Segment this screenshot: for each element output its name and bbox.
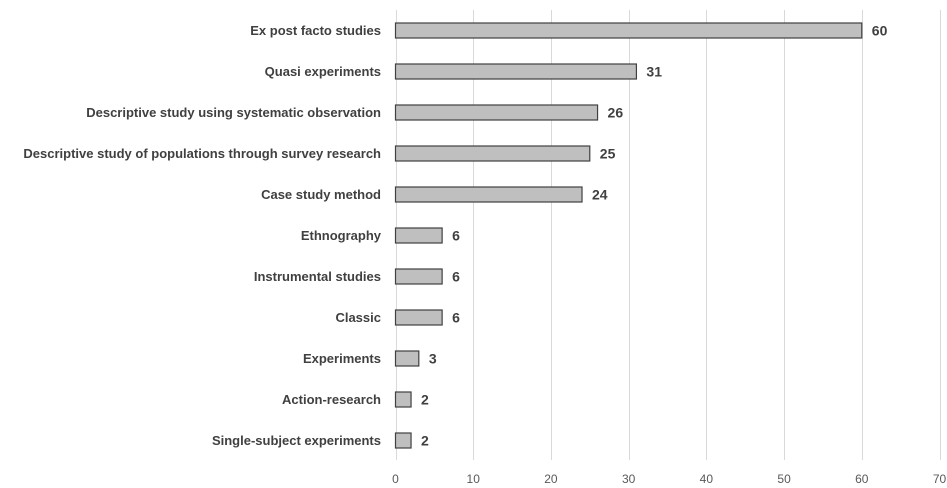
value-label: 6: [452, 310, 460, 326]
category-label: Case study method: [261, 187, 381, 202]
x-tick-label-40: 40: [700, 472, 714, 486]
x-tick-label-10: 10: [467, 472, 481, 486]
value-label: 60: [872, 23, 888, 39]
category-label: Descriptive study of populations through…: [23, 146, 381, 161]
bars: [394, 22, 863, 449]
x-tick-label-60: 60: [855, 472, 869, 486]
gridlines: [396, 10, 941, 460]
category-label: Classic: [335, 310, 381, 325]
x-tick-label-20: 20: [544, 472, 558, 486]
bar-2: [394, 63, 638, 80]
bar-9: [394, 350, 420, 367]
value-label: 31: [646, 64, 662, 80]
bar-8: [394, 309, 443, 326]
x-tick-label-50: 50: [777, 472, 791, 486]
x-tick-label-70: 70: [933, 472, 947, 486]
bar-6: [394, 227, 443, 244]
value-label: 2: [421, 433, 429, 449]
x-tick-label-0: 0: [392, 472, 399, 486]
value-label: 2: [421, 392, 429, 408]
x-tick-label-30: 30: [622, 472, 636, 486]
category-label: Experiments: [303, 351, 381, 366]
value-label: 6: [452, 228, 460, 244]
category-label: Descriptive study using systematic obser…: [86, 105, 381, 120]
bar-10: [394, 391, 412, 408]
bar-7: [394, 268, 443, 285]
bar-5: [394, 186, 583, 203]
category-label: Action-research: [282, 392, 381, 407]
bar-3: [394, 104, 599, 121]
category-label: Ethnography: [301, 228, 382, 243]
bar-11: [394, 432, 412, 449]
value-label: 26: [608, 105, 624, 121]
value-label: 25: [600, 146, 616, 162]
category-label: Ex post facto studies: [250, 23, 381, 38]
labels: 0 10 20 30 40 50 60 70 Ex post facto studies 60 Qu…: [23, 23, 946, 487]
category-label: Quasi experiments: [265, 64, 381, 79]
bar-4: [394, 145, 591, 162]
category-label: Single-subject experiments: [212, 433, 381, 448]
bar-1: [394, 22, 863, 39]
value-label: 6: [452, 269, 460, 285]
category-label: Instrumental studies: [254, 269, 381, 284]
value-label: 3: [429, 351, 437, 367]
value-label: 24: [592, 187, 608, 203]
